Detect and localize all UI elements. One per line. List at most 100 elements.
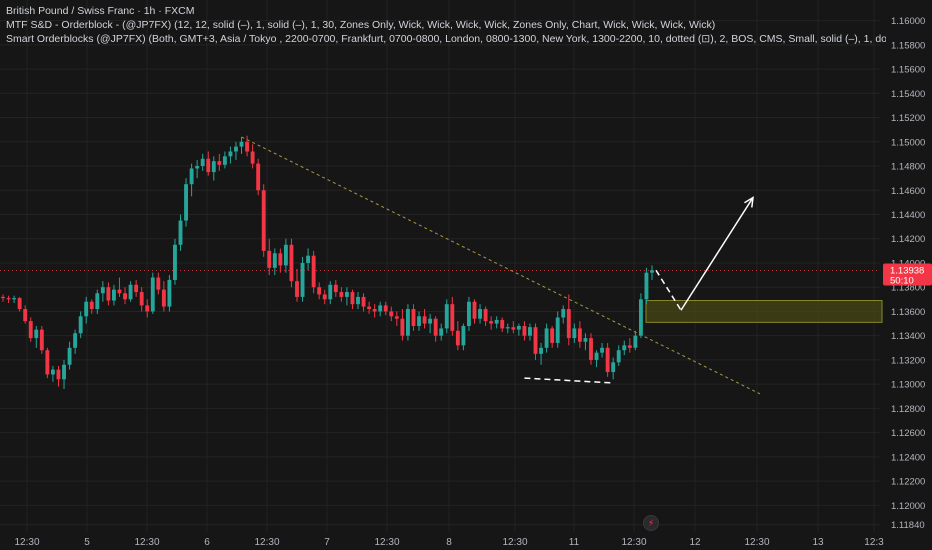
candle xyxy=(372,304,377,318)
candle xyxy=(644,267,649,305)
candle-body xyxy=(555,317,560,343)
candle-body xyxy=(311,255,316,288)
candle-body xyxy=(272,253,277,268)
x-tick-label: 12:3 xyxy=(864,537,884,548)
candle xyxy=(361,293,366,312)
candle xyxy=(627,338,632,353)
candle-body xyxy=(594,352,599,360)
candle xyxy=(589,333,593,365)
candle-body xyxy=(28,321,33,339)
x-tick-label: 12:30 xyxy=(134,537,159,548)
x-tick-label: 11 xyxy=(569,537,580,548)
candle xyxy=(622,340,627,356)
candle xyxy=(516,323,521,336)
candle xyxy=(333,279,338,297)
candle-body xyxy=(106,287,111,301)
candle-body xyxy=(56,369,61,380)
candle xyxy=(206,151,211,176)
candle-body xyxy=(633,335,638,348)
indicator-smart-orderblocks[interactable]: Smart Orderblocks (@JP7FX) (Both, GMT+3,… xyxy=(6,33,886,45)
candle-body xyxy=(234,146,238,152)
time-axis[interactable]: 12:30 5 12:30 6 12:30 7 12:30 8 12:30 11 12:30 12 12… xyxy=(14,537,884,548)
candle-body xyxy=(577,328,582,342)
candle xyxy=(455,321,460,351)
candle xyxy=(106,282,111,306)
candle xyxy=(239,136,244,154)
candle xyxy=(378,301,383,317)
candle xyxy=(222,151,227,169)
candle xyxy=(383,301,388,316)
candle-body xyxy=(100,287,105,294)
candle xyxy=(117,277,122,297)
candle-body xyxy=(306,255,311,263)
candle xyxy=(89,299,94,314)
candle xyxy=(550,325,555,348)
candle-body xyxy=(17,298,22,310)
candle-body xyxy=(616,350,621,363)
retrace-projection xyxy=(655,269,682,311)
x-tick-label: 8 xyxy=(446,537,452,548)
y-tick-label: 1.15800 xyxy=(891,40,925,51)
candle-body xyxy=(67,347,72,365)
candle xyxy=(638,293,643,339)
candle-body xyxy=(206,158,211,173)
candle-body xyxy=(150,277,155,312)
candle-body xyxy=(50,369,55,375)
candle-body xyxy=(250,151,255,164)
x-tick-label: 12:30 xyxy=(254,537,279,548)
x-tick-label: 12:30 xyxy=(374,537,399,548)
indicator-orderblock[interactable]: MTF S&D - Orderblock - (@JP7FX) (12, 12,… xyxy=(6,19,716,31)
x-tick-label: 6 xyxy=(204,537,210,548)
candle-body xyxy=(217,161,222,165)
candle xyxy=(494,316,499,329)
candle xyxy=(23,305,28,324)
candle xyxy=(167,275,172,312)
candle-body xyxy=(461,325,466,346)
candle xyxy=(367,301,372,314)
y-tick-label: 1.12600 xyxy=(891,428,925,439)
symbol-title[interactable]: British Pound / Swiss Franc · 1h · FXCM xyxy=(6,5,195,17)
candle xyxy=(577,321,582,348)
candle xyxy=(561,305,566,324)
candle xyxy=(45,347,50,379)
candle-body xyxy=(411,309,416,326)
candle xyxy=(600,342,605,358)
candle-body xyxy=(550,328,555,343)
candle-body xyxy=(483,309,488,322)
candle xyxy=(461,323,466,351)
candle-body xyxy=(439,328,444,336)
candle xyxy=(489,316,494,330)
candle xyxy=(195,159,200,179)
candle xyxy=(272,248,277,276)
candle xyxy=(28,317,33,342)
candle-body xyxy=(62,364,66,380)
candle-body xyxy=(405,309,410,336)
candle-body xyxy=(128,284,133,300)
candle xyxy=(34,325,39,348)
candle-body xyxy=(278,253,283,266)
candle xyxy=(95,289,100,314)
candle xyxy=(616,345,621,366)
candle xyxy=(261,184,266,257)
candle xyxy=(234,141,238,160)
y-tick-label: 1.13000 xyxy=(891,380,925,391)
candle xyxy=(56,365,61,387)
candle-body xyxy=(6,298,11,300)
candle xyxy=(511,321,516,334)
y-tick-label: 1.13400 xyxy=(891,331,925,342)
candle-body xyxy=(322,294,327,300)
bolt-icon[interactable]: ⚡ xyxy=(643,515,659,531)
candle xyxy=(150,272,155,314)
candle-body xyxy=(422,316,427,324)
candle xyxy=(411,304,416,331)
candle-body xyxy=(516,325,521,330)
candle-body xyxy=(511,327,516,330)
candle-body xyxy=(611,362,616,373)
y-tick-label: 1.13200 xyxy=(891,355,925,366)
candle-body xyxy=(123,293,127,300)
candle-body xyxy=(228,151,233,157)
price-label-value: 1.13938 xyxy=(890,265,924,276)
candle xyxy=(250,144,255,169)
candle-body xyxy=(450,304,455,331)
